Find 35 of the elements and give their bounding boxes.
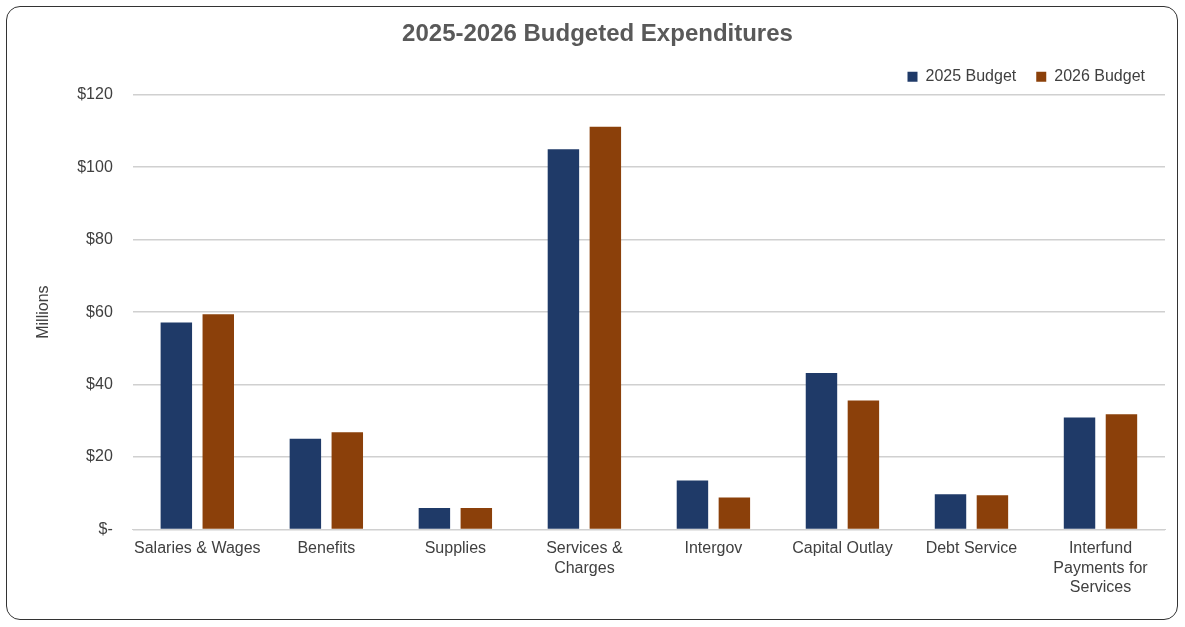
- x-tick-label: Benefits: [297, 539, 356, 557]
- x-tick-label: Debt Service: [925, 539, 1018, 557]
- bar: [676, 480, 709, 529]
- legend-label: 2026 Budget: [1054, 67, 1146, 85]
- chart-title: 2025-2026 Budgeted Expenditures: [402, 19, 793, 47]
- bar: [289, 438, 322, 529]
- bar: [589, 126, 622, 529]
- bar: [934, 494, 967, 529]
- bar: [331, 432, 364, 529]
- bar: [847, 400, 880, 529]
- y-tick-label: $80: [86, 230, 113, 248]
- bar: [418, 508, 451, 529]
- y-tick-label: $-: [98, 519, 113, 537]
- bar: [160, 322, 193, 529]
- y-tick-label: $120: [77, 85, 113, 103]
- bar: [1105, 414, 1138, 529]
- bar: [976, 495, 1009, 529]
- x-tick-label: Services & Charges: [546, 539, 623, 576]
- x-tick-label: Intergov: [684, 539, 743, 557]
- y-tick-label: $100: [77, 157, 113, 175]
- y-axis-title: Millions: [34, 285, 52, 339]
- y-tick-label: $60: [86, 302, 113, 320]
- bar: [1063, 417, 1096, 529]
- bar: [718, 497, 751, 529]
- y-tick-label: $20: [86, 447, 113, 465]
- x-tick-label: Capital Outlay: [792, 539, 893, 557]
- bar: [547, 149, 580, 529]
- bar: [202, 314, 234, 529]
- y-tick-label: $40: [86, 374, 113, 392]
- x-tick-label: Supplies: [424, 539, 487, 557]
- x-tick-label: Salaries & Wages: [134, 539, 261, 557]
- legend-label: 2025 Budget: [925, 67, 1017, 85]
- x-tick-label: Interfund Payments for Services: [1053, 539, 1149, 595]
- bar: [805, 372, 838, 529]
- bar: [460, 508, 493, 529]
